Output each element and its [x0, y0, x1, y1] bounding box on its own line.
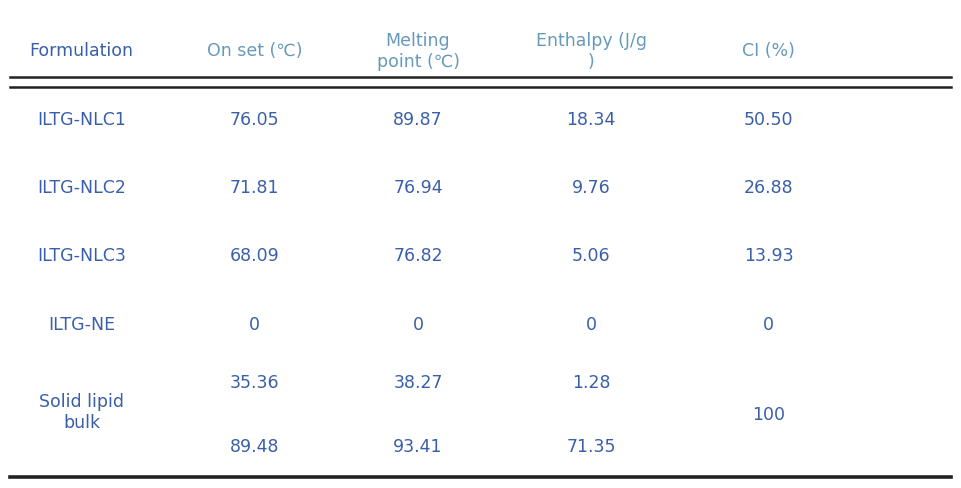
- Text: 26.88: 26.88: [744, 179, 794, 197]
- Text: On set (℃): On set (℃): [207, 42, 303, 60]
- Text: Solid lipid
bulk: Solid lipid bulk: [39, 393, 124, 432]
- Text: 1.28: 1.28: [572, 374, 610, 392]
- Text: 68.09: 68.09: [230, 247, 280, 265]
- Text: 76.05: 76.05: [230, 111, 280, 128]
- Text: 89.87: 89.87: [393, 111, 443, 128]
- Text: 5.06: 5.06: [572, 247, 610, 265]
- Text: 0: 0: [412, 316, 424, 333]
- Text: ILTG-NE: ILTG-NE: [48, 316, 115, 333]
- Text: 89.48: 89.48: [230, 438, 280, 455]
- Text: ILTG-NLC3: ILTG-NLC3: [37, 247, 126, 265]
- Text: ILTG-NLC1: ILTG-NLC1: [37, 111, 126, 128]
- Text: 9.76: 9.76: [572, 179, 610, 197]
- Text: ILTG-NLC2: ILTG-NLC2: [37, 179, 126, 197]
- Text: 18.34: 18.34: [566, 111, 616, 128]
- Text: 71.81: 71.81: [230, 179, 280, 197]
- Text: 50.50: 50.50: [744, 111, 794, 128]
- Text: 0: 0: [585, 316, 597, 333]
- Text: CI (%): CI (%): [742, 42, 796, 60]
- Text: 76.94: 76.94: [393, 179, 443, 197]
- Text: 38.27: 38.27: [393, 374, 443, 392]
- Text: 71.35: 71.35: [566, 438, 616, 455]
- Text: Formulation: Formulation: [30, 42, 134, 60]
- Text: 0: 0: [763, 316, 775, 333]
- Text: 100: 100: [752, 406, 785, 424]
- Text: Enthalpy (J/g
): Enthalpy (J/g ): [535, 32, 647, 71]
- Text: Melting
point (℃): Melting point (℃): [377, 32, 459, 71]
- Text: 35.36: 35.36: [230, 374, 280, 392]
- Text: 93.41: 93.41: [393, 438, 443, 455]
- Text: 76.82: 76.82: [393, 247, 443, 265]
- Text: 13.93: 13.93: [744, 247, 794, 265]
- Text: 0: 0: [249, 316, 260, 333]
